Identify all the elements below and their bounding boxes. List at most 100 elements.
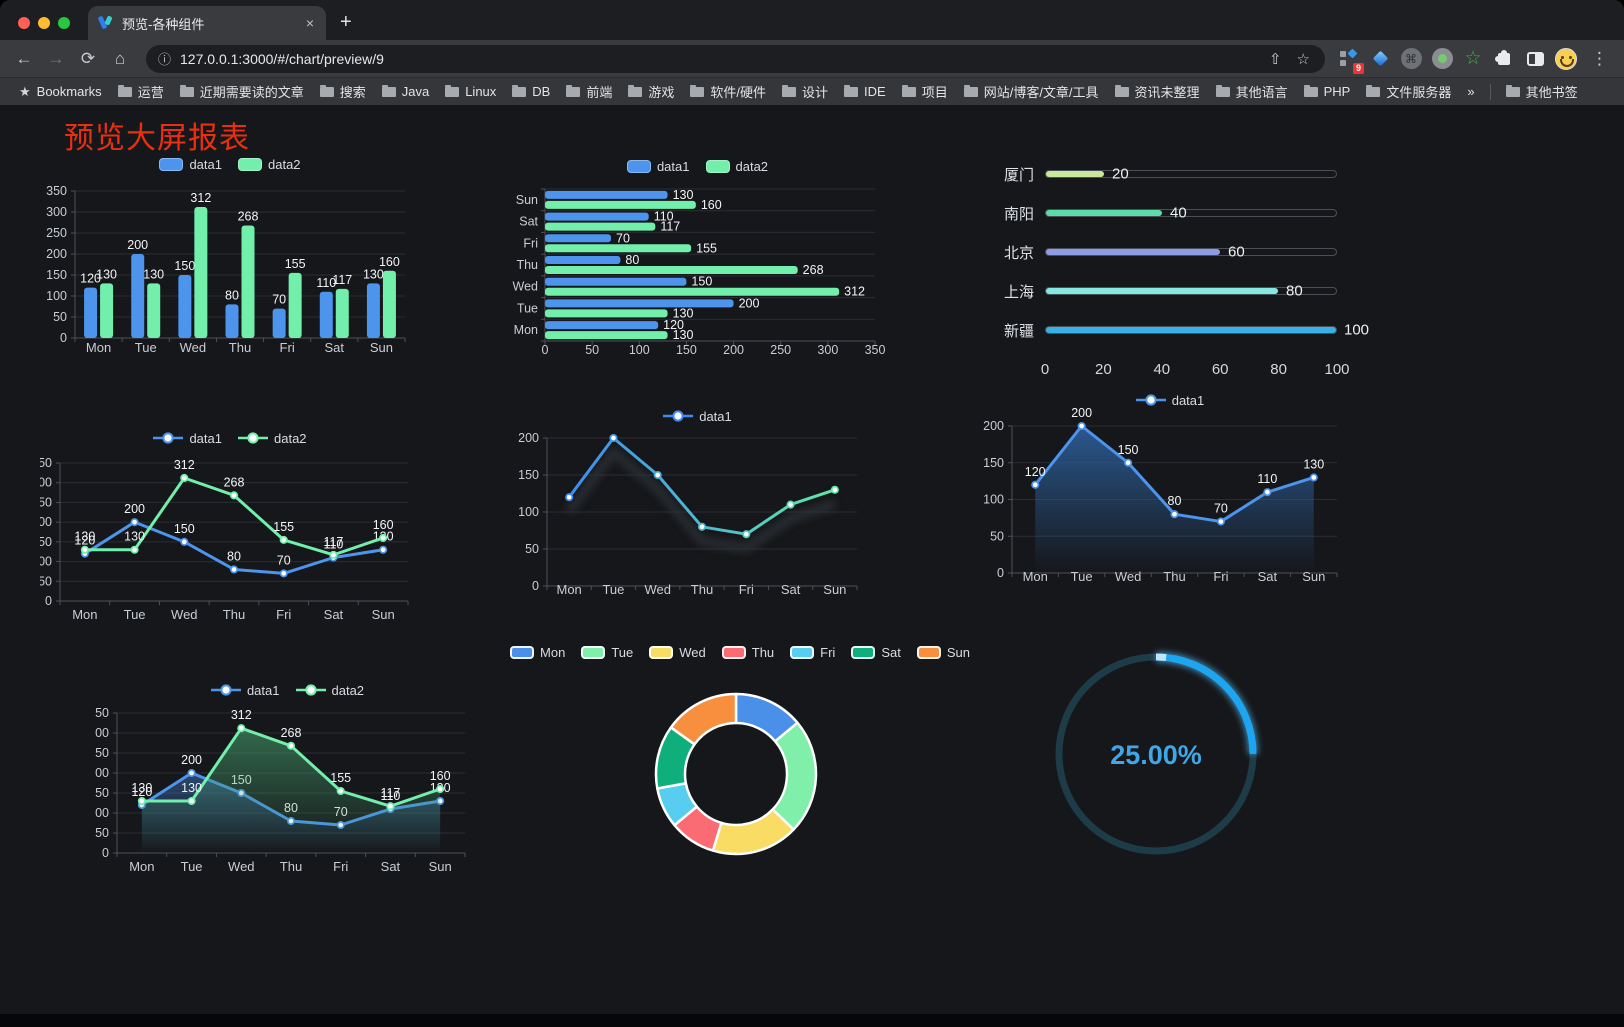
profile-avatar[interactable] <box>1554 47 1578 71</box>
extension-gem-icon[interactable] <box>1368 47 1392 71</box>
data-point-data1-Fri[interactable] <box>742 530 751 539</box>
legend-item-data2[interactable]: data2 <box>295 683 364 698</box>
data-point-data1-Sun[interactable] <box>1309 473 1318 482</box>
legend-item-Wed[interactable]: Wed <box>649 645 706 660</box>
bookmark-folder-item[interactable]: 前端 <box>559 79 619 104</box>
legend-item-Sun[interactable]: Sun <box>916 645 970 660</box>
legend-item-data1[interactable]: data1 <box>1135 393 1204 408</box>
back-icon[interactable]: ← <box>15 48 33 68</box>
address-bar[interactable]: ⓘ 127.0.0.1:3000/#/chart/preview/9 ⇧ ☆ <box>146 44 1325 73</box>
extension-grid-icon[interactable]: 9 <box>1337 47 1364 74</box>
url-text[interactable]: 127.0.0.1:3000/#/chart/preview/9 <box>180 50 384 67</box>
data-point-data1-Tue[interactable] <box>1077 421 1086 431</box>
tab-close-icon[interactable]: × <box>305 15 314 31</box>
bookmark-folder-item[interactable]: DB <box>505 81 557 102</box>
pie-slice-Tue[interactable] <box>771 721 818 831</box>
bar-data1-Wed[interactable] <box>545 277 687 286</box>
data-point-data2-Sun[interactable] <box>436 784 445 794</box>
legend-item-data1[interactable]: data1 <box>153 431 222 446</box>
data-point-data2-Thu[interactable] <box>286 741 296 750</box>
data-point-data2-Mon[interactable] <box>80 545 89 554</box>
data-point-data1-Sat[interactable] <box>1263 488 1272 497</box>
data-point-data1-Tue[interactable] <box>187 768 196 778</box>
data-point-data1-Wed[interactable] <box>1124 458 1133 467</box>
new-tab-button[interactable]: + <box>340 11 352 33</box>
data-point-data1-Thu[interactable] <box>1170 510 1179 519</box>
bookmark-folder-item[interactable]: 其他语言 <box>1209 79 1295 104</box>
legend-item-data1[interactable]: data1 <box>159 157 222 172</box>
data-point-data2-Wed[interactable] <box>180 473 189 483</box>
bar-data1-Wed[interactable] <box>178 275 192 338</box>
data-point-data1-Thu[interactable] <box>229 565 239 574</box>
data-point-data2-Sun[interactable] <box>379 533 388 542</box>
bookmark-star-icon[interactable]: ☆ <box>1296 50 1310 68</box>
legend-item-data2[interactable]: data2 <box>238 157 301 172</box>
data-point-data1-Sat[interactable] <box>786 500 795 509</box>
home-icon[interactable]: ⌂ <box>114 48 126 68</box>
bar-data2-Mon[interactable] <box>100 283 114 338</box>
bar-data2-Sun[interactable] <box>545 200 696 209</box>
progress-row-上海[interactable]: 上海 80 <box>960 282 1380 301</box>
legend-item-Mon[interactable]: Mon <box>510 645 565 660</box>
bookmark-folder-item[interactable]: 近期需要读的文章 <box>173 79 311 104</box>
legend-item-data2[interactable]: data2 <box>705 159 768 174</box>
bookmark-folder-item[interactable]: 网站/博客/文章/工具 <box>957 79 1106 104</box>
extension-command-icon[interactable]: ⌘ <box>1399 47 1423 71</box>
bar-data2-Sat[interactable] <box>545 222 656 231</box>
legend-item-data1[interactable]: data1 <box>663 409 732 424</box>
bookmarks-root-item[interactable]: ★ Bookmarks <box>12 81 109 103</box>
data-point-data1-Tue[interactable] <box>609 433 618 443</box>
data-point-data1-Sun[interactable] <box>379 545 388 554</box>
bar-data2-Thu[interactable] <box>545 266 798 274</box>
bar-data2-Thu[interactable] <box>241 225 255 338</box>
bookmark-folder-item[interactable]: Linux <box>438 81 503 102</box>
data-point-data2-Fri[interactable] <box>279 535 288 544</box>
data-point-data2-Tue[interactable] <box>130 545 139 554</box>
bookmark-folder-item[interactable]: 文件服务器 <box>1359 79 1458 104</box>
close-window-button[interactable] <box>18 17 30 29</box>
data-point-data2-Thu[interactable] <box>229 491 239 500</box>
bookmark-folder-item[interactable]: 资讯未整理 <box>1108 79 1207 104</box>
bar-data2-Wed[interactable] <box>194 206 208 338</box>
bookmark-folder-item[interactable]: 游戏 <box>621 79 681 104</box>
extension-green-star-icon[interactable]: ☆ <box>1464 48 1482 69</box>
browser-menu-icon[interactable]: ⋮ <box>1591 48 1608 68</box>
data-point-data1-Wed[interactable] <box>653 470 662 480</box>
bookmark-folder-item[interactable]: 设计 <box>775 79 835 104</box>
data-point-data1-Fri[interactable] <box>279 569 288 578</box>
forward-icon[interactable]: → <box>47 48 65 68</box>
bookmarks-overflow-chevron[interactable]: » <box>1467 84 1475 99</box>
data-point-data1-Sun[interactable] <box>830 485 839 494</box>
data-point-data1-Tue[interactable] <box>130 518 139 527</box>
progress-row-北京[interactable]: 北京 60 <box>960 243 1380 262</box>
bar-data1-Tue[interactable] <box>545 299 734 308</box>
bar-data1-Sun[interactable] <box>366 283 380 338</box>
data-point-data1-Wed[interactable] <box>180 537 189 546</box>
data-point-data1-Thu[interactable] <box>697 522 707 531</box>
site-info-icon[interactable]: ⓘ <box>158 52 172 67</box>
reload-icon[interactable]: ⟳ <box>80 48 96 68</box>
bookmark-folder-item[interactable]: IDE <box>837 81 893 102</box>
data-point-data2-Sat[interactable] <box>329 550 338 559</box>
bar-data2-Tue[interactable] <box>147 283 161 338</box>
bar-data2-Sat[interactable] <box>335 288 349 338</box>
extension-record-icon[interactable] <box>1430 47 1454 71</box>
bookmark-folder-item[interactable]: 项目 <box>895 79 955 104</box>
data-point-data1-Fri[interactable] <box>1216 517 1225 526</box>
bar-data1-Sat[interactable] <box>319 291 333 338</box>
data-point-data2-Wed[interactable] <box>237 724 246 733</box>
bar-data1-Mon[interactable] <box>545 321 659 330</box>
bar-data1-Mon[interactable] <box>84 287 98 338</box>
maximize-window-button[interactable] <box>58 17 70 29</box>
legend-item-Fri[interactable]: Fri <box>790 645 835 660</box>
bar-data2-Tue[interactable] <box>545 309 668 318</box>
progress-row-新疆[interactable]: 新疆 100 <box>960 321 1380 340</box>
legend-item-Thu[interactable]: Thu <box>721 645 774 660</box>
progress-row-厦门[interactable]: 厦门 20 <box>960 165 1380 184</box>
bar-data1-Sat[interactable] <box>545 212 649 221</box>
bar-data1-Sun[interactable] <box>545 190 668 199</box>
legend-item-Tue[interactable]: Tue <box>581 645 633 660</box>
data-point-data1-Mon[interactable] <box>1031 480 1040 489</box>
progress-row-南阳[interactable]: 南阳 40 <box>960 204 1380 223</box>
legend-item-data1[interactable]: data1 <box>210 683 280 698</box>
